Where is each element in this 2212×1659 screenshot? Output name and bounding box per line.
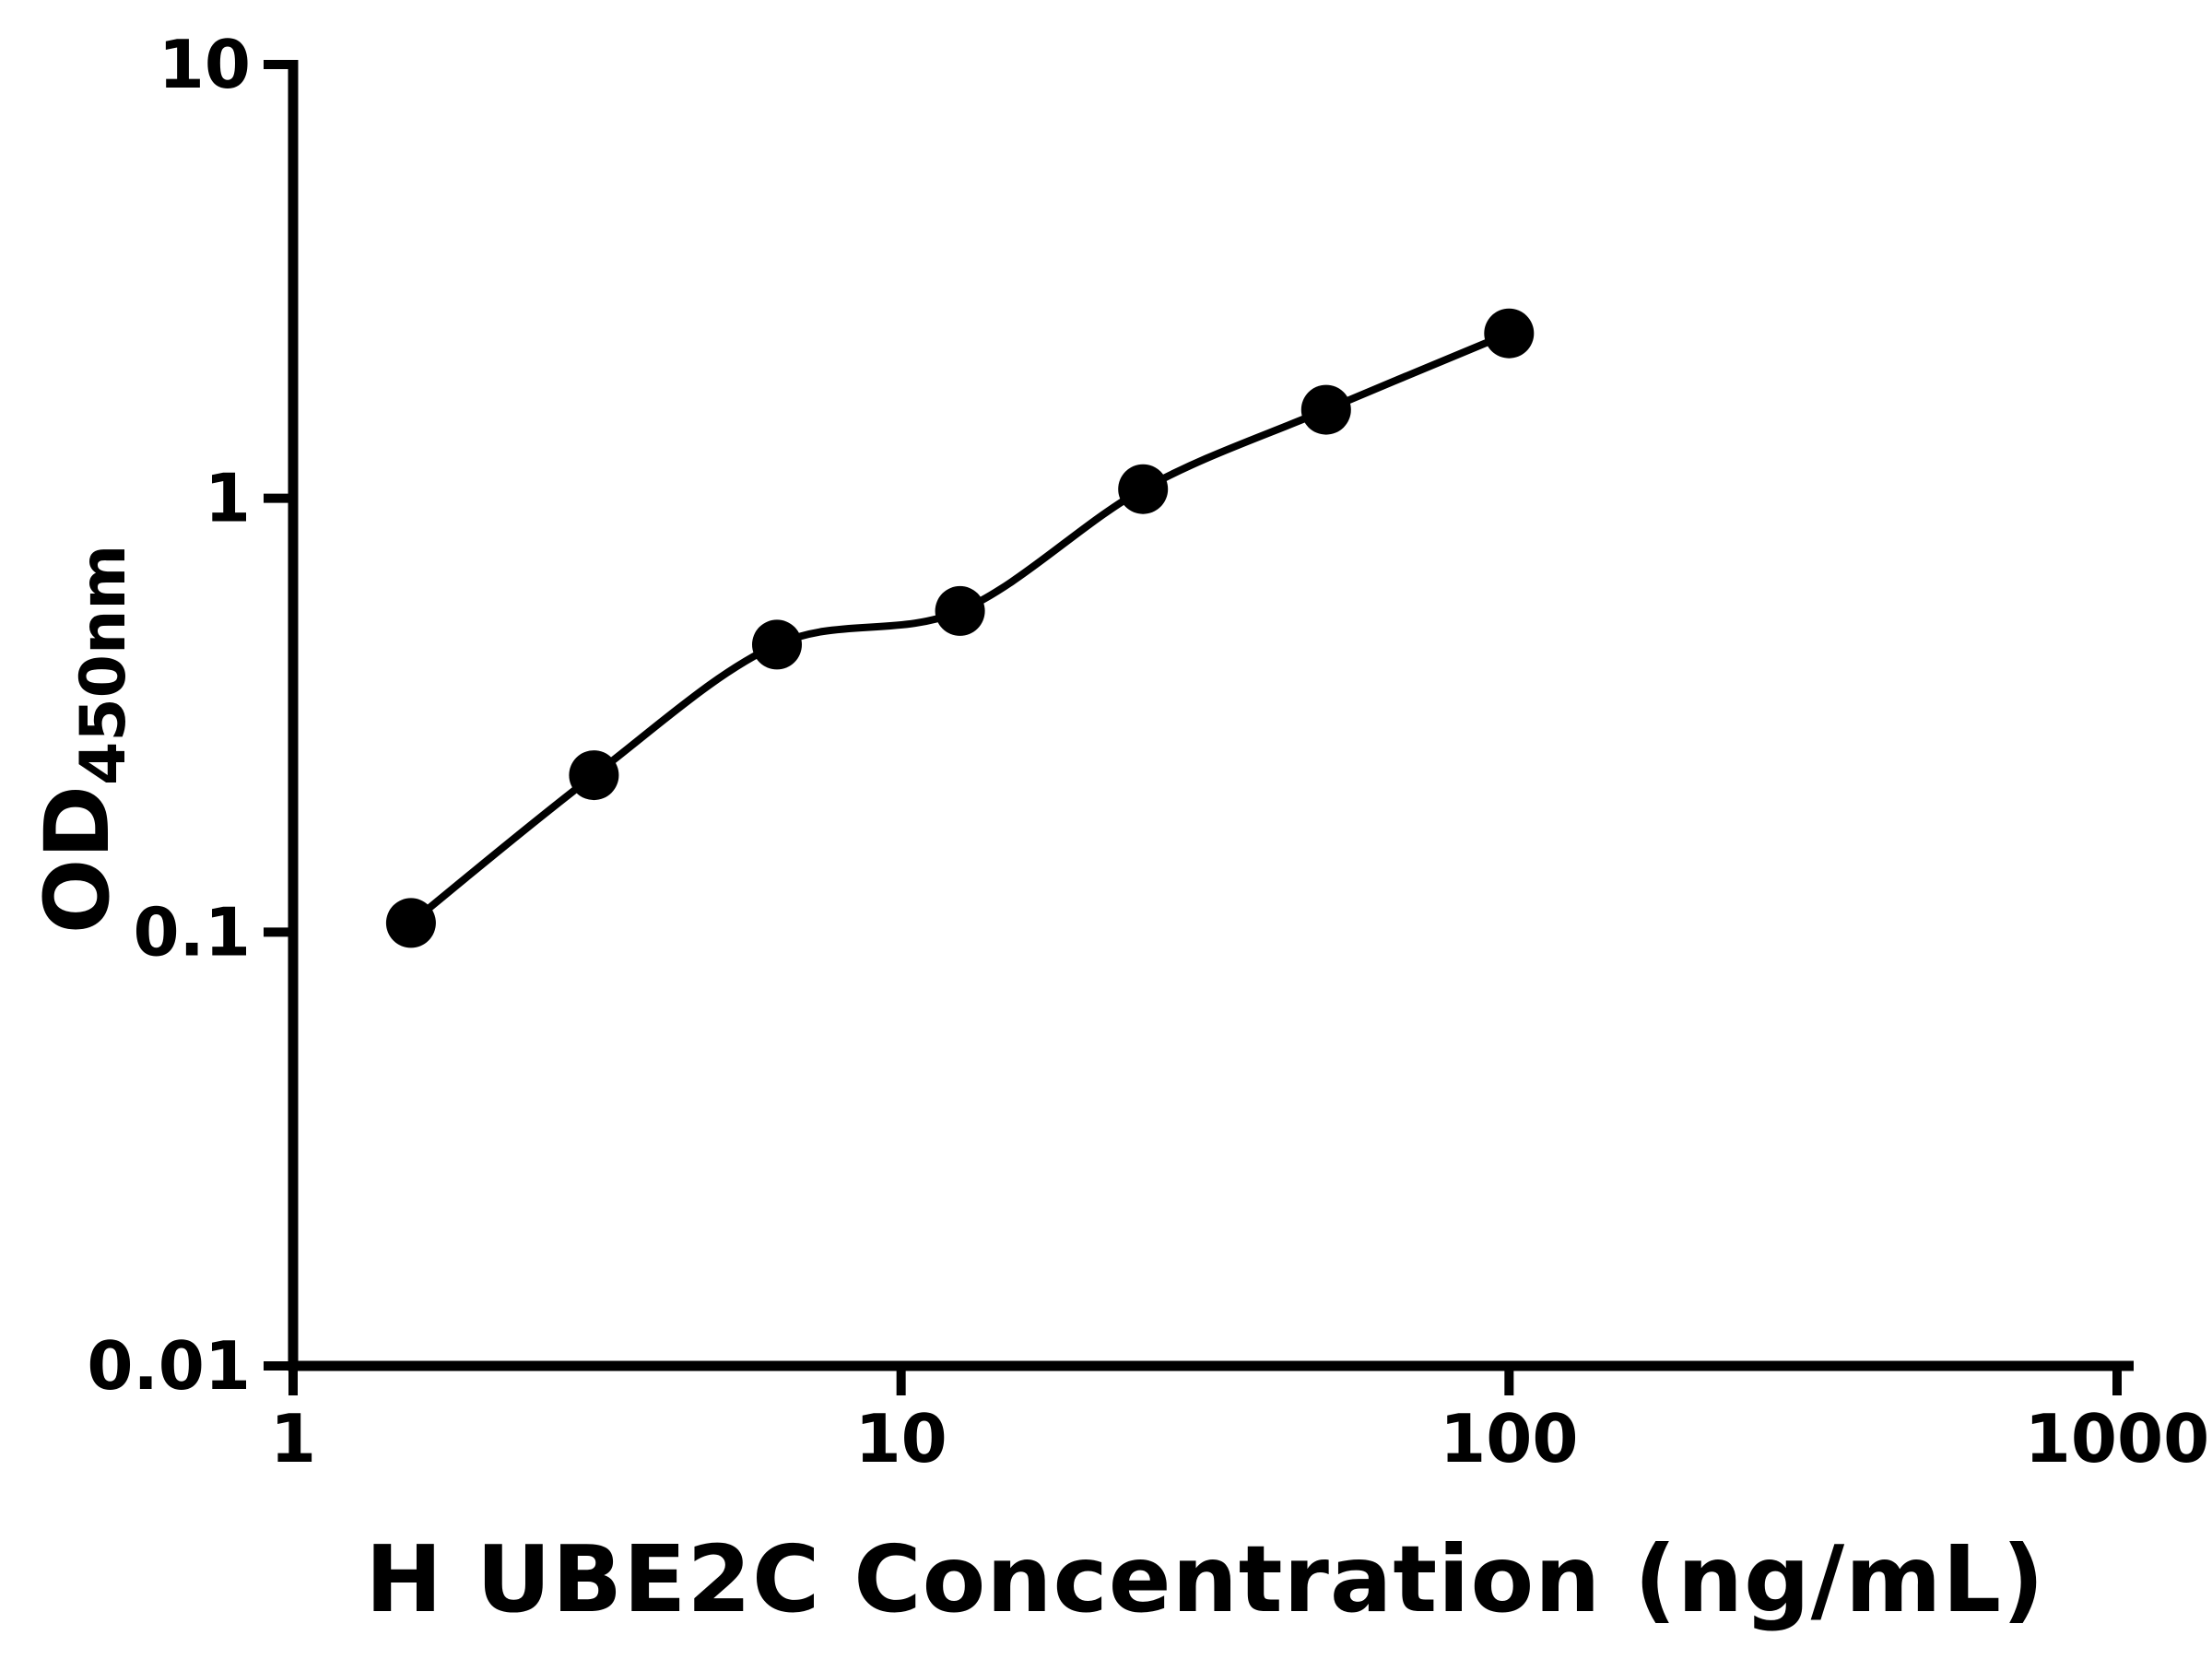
x-axis-title: H UBE2C Concentration (ng/mL) — [365, 1525, 2045, 1633]
data-point — [1300, 384, 1351, 435]
x-tick-label: 1 — [270, 1400, 316, 1477]
x-tick-label: 100 — [1440, 1400, 1578, 1477]
y-axis-title-subscript: 450nm — [67, 544, 140, 785]
data-point — [385, 898, 436, 948]
y-tick-label: 0.01 — [87, 1327, 251, 1405]
y-tick-label: 10 — [159, 26, 251, 103]
data-point — [1484, 308, 1535, 359]
y-axis-title: OD450nm — [26, 361, 140, 1117]
y-axis-title-main: OD — [26, 784, 129, 935]
data-point — [569, 750, 619, 801]
data-point — [1118, 464, 1169, 514]
x-tick-label: 10 — [855, 1400, 947, 1477]
data-point — [935, 585, 985, 636]
x-tick-label: 1000 — [2025, 1400, 2209, 1477]
y-tick-label: 0.1 — [133, 893, 251, 971]
y-tick-label: 1 — [205, 460, 251, 537]
data-point — [752, 619, 802, 670]
